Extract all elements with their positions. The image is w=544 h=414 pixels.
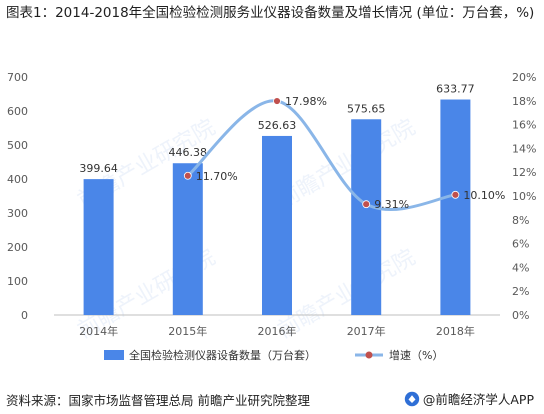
source-text: 资料来源：国家市场监督管理总局 前瞻产业研究院整理 — [6, 393, 310, 408]
y-left-tick-label: 100 — [7, 275, 28, 288]
y-right-tick-label: 4% — [512, 261, 529, 274]
y-right-tick-label: 6% — [512, 238, 529, 251]
bar-data-label: 399.64 — [79, 162, 118, 175]
growth-point — [183, 171, 192, 180]
legend-line-label: 增速（%） — [389, 348, 443, 362]
bar — [351, 119, 382, 316]
y-right-tick-label: 12% — [512, 166, 536, 179]
bar — [440, 99, 471, 315]
x-tick-label: 2015年 — [168, 324, 207, 338]
growth-point — [451, 190, 460, 199]
growth-data-label: 9.31% — [374, 198, 409, 211]
chart-title: 图表1：2014-2018年全国检验检测服务业仪器设备数量及增长情况 (单位：万… — [6, 5, 535, 21]
y-left-tick-label: 400 — [7, 173, 28, 186]
y-right-tick-label: 0% — [512, 309, 529, 322]
credit-text: @前瞻经济学人APP — [422, 392, 534, 407]
bar-data-label: 633.77 — [436, 83, 475, 96]
legend-line-marker — [365, 351, 373, 359]
legend-bar-label: 全国检验检测仪器设备数量（万台套） — [129, 348, 316, 362]
growth-point — [362, 200, 371, 209]
y-left-tick-label: 200 — [7, 241, 28, 254]
y-left-tick-label: 0 — [21, 309, 28, 322]
growth-data-label: 11.70% — [196, 170, 238, 183]
y-right-tick-label: 8% — [512, 214, 529, 227]
bar — [262, 135, 292, 315]
growth-line — [186, 99, 456, 211]
y-right-tick-label: 10% — [512, 190, 536, 203]
y-left-tick-label: 500 — [7, 139, 28, 152]
bar-data-label: 526.63 — [258, 119, 297, 132]
growth-data-label: 10.10% — [463, 189, 505, 202]
y-left-tick-label: 300 — [7, 207, 28, 220]
x-tick-label: 2017年 — [347, 324, 386, 338]
source-row: 资料来源：国家市场监督管理总局 前瞻产业研究院整理 @前瞻经济学人APP — [6, 388, 538, 408]
x-tick-label: 2016年 — [258, 324, 297, 338]
bar — [83, 179, 114, 315]
y-left-tick-label: 700 — [7, 71, 28, 84]
y-right-tick-label: 2% — [512, 285, 529, 298]
bar — [172, 163, 203, 315]
x-tick-label: 2018年 — [436, 324, 475, 338]
growth-point — [273, 97, 281, 105]
legend-bar-swatch — [104, 350, 124, 360]
bar-data-label: 446.38 — [169, 146, 208, 159]
qianzhan-logo-icon — [404, 391, 420, 406]
bar-data-label: 575.65 — [347, 102, 386, 115]
y-right-tick-label: 14% — [512, 142, 536, 155]
credit: @前瞻经济学人APP — [404, 389, 534, 408]
growth-data-label: 17.98% — [285, 95, 327, 108]
y-left-tick-label: 600 — [7, 105, 28, 118]
y-right-tick-label: 18% — [512, 95, 536, 108]
x-tick-label: 2014年 — [79, 324, 118, 338]
y-right-tick-label: 16% — [512, 119, 536, 132]
y-right-tick-label: 20% — [512, 71, 536, 84]
